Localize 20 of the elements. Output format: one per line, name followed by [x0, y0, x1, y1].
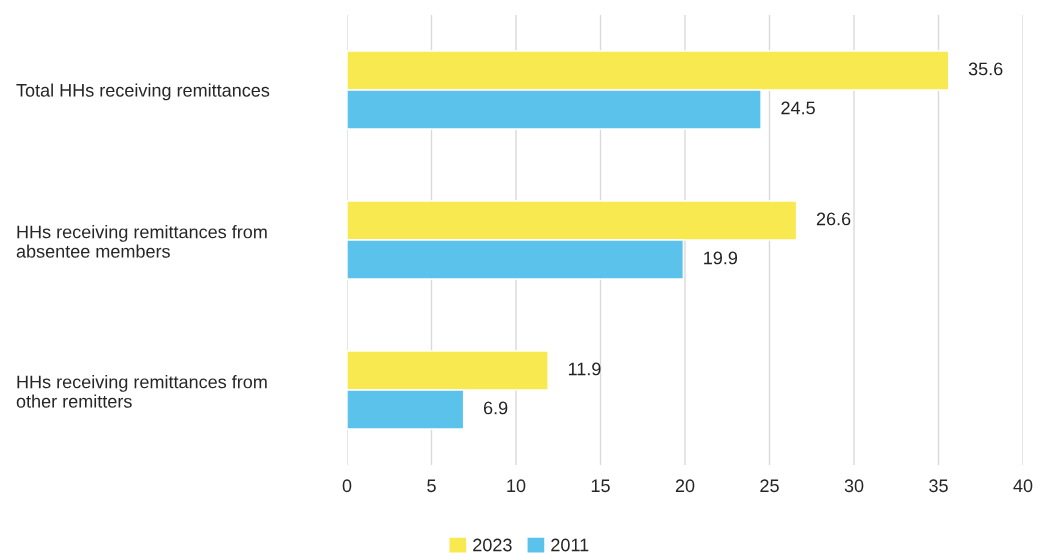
x-tick-label: 5 — [427, 479, 436, 493]
data-label: 19.9 — [704, 251, 738, 265]
data-label: 26.6 — [816, 212, 851, 226]
x-tick-label: 35 — [929, 479, 948, 493]
x-tick-label: 15 — [591, 479, 610, 493]
y-tick-label: HHs receiving remittances from absentee members — [16, 225, 267, 258]
data-label: 11.9 — [568, 362, 601, 376]
y-tick-label: HHs receiving remittances from other remitters — [16, 375, 267, 408]
x-tick-label: 40 — [1013, 479, 1033, 493]
x-tick-label: 0 — [342, 479, 352, 493]
legend-label: 2011 — [551, 538, 589, 552]
x-tick-label: 10 — [507, 479, 526, 493]
data-label: 6.9 — [483, 401, 508, 415]
x-tick-label: 20 — [675, 479, 695, 493]
legend-label: 2023 — [473, 538, 512, 552]
data-label: 35.6 — [968, 62, 1003, 76]
x-tick-label: 25 — [760, 479, 779, 493]
x-tick-label: 30 — [844, 479, 864, 493]
data-label: 24.5 — [781, 101, 815, 115]
y-tick-label: Total HHs receiving remittances — [16, 83, 270, 101]
